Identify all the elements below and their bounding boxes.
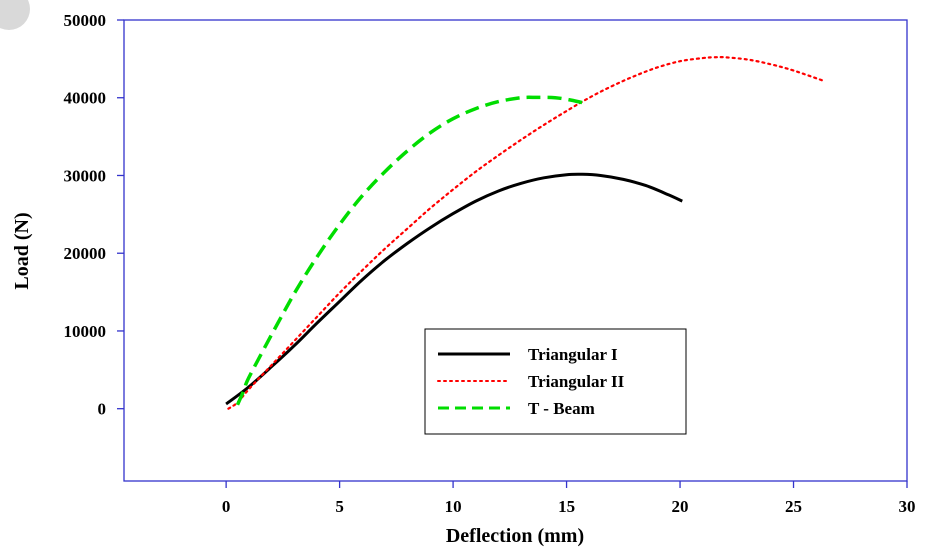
- y-axis-title: Load (N): [11, 212, 33, 289]
- x-tick-label: 0: [222, 497, 231, 516]
- y-tick-label: 0: [98, 400, 107, 419]
- x-axis-ticks: 0 5 10 15 20 25 30: [222, 481, 916, 516]
- y-axis-ticks: 0 10000 20000 30000 40000 50000: [64, 11, 125, 419]
- x-tick-label: 5: [335, 497, 344, 516]
- legend-label-t-beam: T - Beam: [528, 399, 595, 418]
- y-tick-label: 50000: [64, 11, 107, 30]
- x-tick-label: 15: [558, 497, 575, 516]
- y-tick-label: 40000: [64, 89, 107, 108]
- x-tick-label: 25: [785, 497, 802, 516]
- x-tick-label: 20: [672, 497, 689, 516]
- legend: Triangular I Triangular II T - Beam: [425, 329, 686, 434]
- x-tick-label: 30: [899, 497, 916, 516]
- legend-label-triangular-i: Triangular I: [528, 345, 618, 364]
- y-tick-label: 10000: [64, 322, 107, 341]
- y-tick-label: 30000: [64, 166, 107, 185]
- x-axis-title: Deflection (mm): [446, 525, 584, 547]
- x-tick-label: 10: [445, 497, 462, 516]
- legend-label-triangular-ii: Triangular II: [528, 372, 625, 391]
- y-tick-label: 20000: [64, 244, 107, 263]
